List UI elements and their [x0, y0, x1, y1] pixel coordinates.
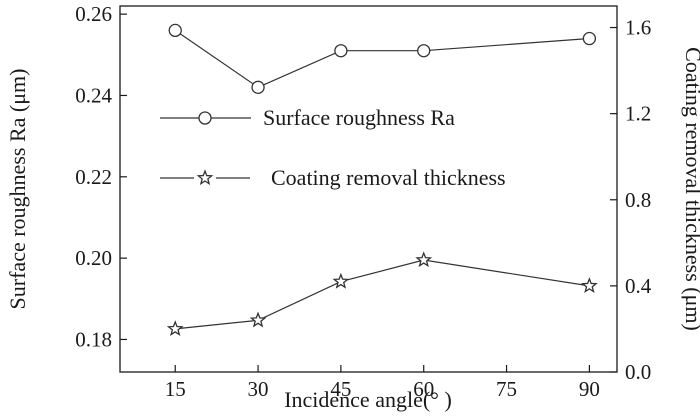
right-axis-tick-label: 1.6	[625, 16, 651, 40]
left-axis-tick-label: 0.24	[75, 83, 112, 107]
series-line-roughness	[174, 29, 590, 88]
left-axis-tick-label: 0.26	[75, 2, 112, 26]
x-axis-tick-label: 75	[496, 377, 517, 401]
left-axis-tick-label: 0.18	[75, 327, 112, 351]
x-axis-tick-label: 60	[413, 377, 434, 401]
legend-item-coating: Coating removal thickness	[160, 165, 506, 190]
right-axis-title: Coating removal thickness (μm)	[681, 47, 700, 331]
plot-frame	[119, 5, 618, 373]
x-axis-tick-label: 30	[248, 377, 269, 401]
legend-label-coating: Coating removal thickness	[271, 165, 506, 190]
legend-label-roughness: Surface roughness Ra	[263, 105, 455, 130]
right-axis-tick-label: 0.8	[625, 188, 651, 212]
legend-item-roughness: Surface roughness Ra	[160, 105, 455, 130]
coating-point	[332, 272, 350, 289]
coating-point	[415, 251, 433, 268]
x-axis-tick-label: 45	[330, 377, 351, 401]
right-axis-tick-label: 0.0	[625, 360, 651, 384]
right-axis-tick-label: 1.2	[625, 102, 651, 126]
series-layer	[166, 23, 598, 337]
coating-point	[581, 277, 598, 294]
x-axis-tick-label: 90	[579, 377, 600, 401]
legend-marker-star	[196, 169, 214, 186]
roughness-point	[168, 23, 182, 38]
legend: Surface roughness Ra Coating removal thi…	[160, 105, 506, 190]
x-axis-title: Incidence angle(° )	[284, 387, 452, 412]
x-axis: 15 30 45 60 75 90	[165, 365, 600, 401]
left-axis-tick-label: 0.22	[75, 165, 112, 189]
roughness-point	[334, 44, 348, 58]
x-axis-tick-label: 15	[165, 377, 186, 401]
left-axis: 0.18 0.20 0.22 0.24 0.26	[75, 2, 127, 351]
right-axis-tick-label: 0.4	[625, 274, 652, 298]
coating-point	[249, 311, 267, 328]
right-axis: 0.0 0.4 0.8 1.2 1.6	[610, 16, 652, 384]
left-axis-title: Surface roughness Ra (μm)	[5, 69, 30, 310]
roughness-point	[417, 44, 431, 58]
roughness-point	[582, 31, 597, 46]
left-axis-tick-label: 0.20	[75, 246, 112, 270]
coating-point	[166, 320, 184, 337]
series-line-coating	[175, 259, 590, 330]
legend-marker-circle	[198, 111, 212, 125]
roughness-point	[251, 80, 265, 94]
